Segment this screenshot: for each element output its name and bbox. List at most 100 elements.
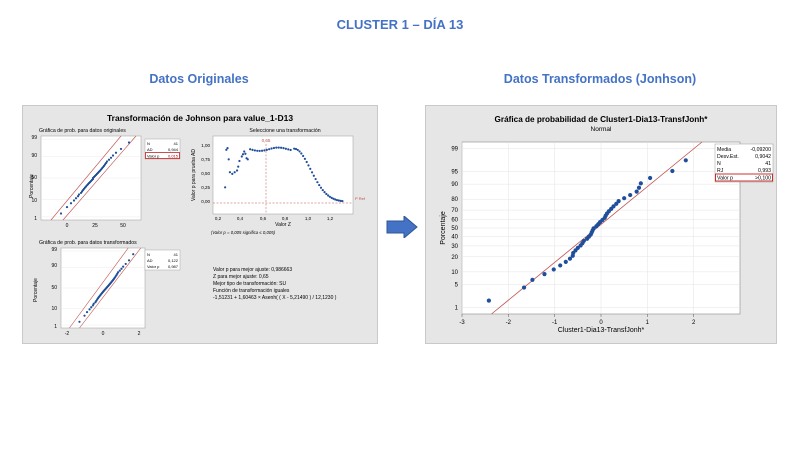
ad-ylabel: Valor p para prueba AD — [191, 149, 197, 201]
ad-point — [330, 196, 333, 199]
ad-point — [294, 147, 298, 151]
ci-line — [69, 247, 129, 329]
ad-point — [270, 147, 273, 150]
probability-plot-svg: Gráfica de probabilidad de Cluster1-Dia1… — [440, 115, 774, 334]
data-point — [76, 195, 80, 198]
data-point — [124, 262, 127, 266]
probability-plot-panel: Gráfica de probabilidad de Cluster1-Dia1… — [425, 105, 777, 344]
ad-point — [302, 154, 305, 158]
data-point — [120, 267, 123, 270]
y-tick-label: 99 — [451, 146, 458, 152]
data-point — [127, 259, 131, 262]
right-section-heading: Datos Transformados (Jonhson) — [503, 72, 697, 86]
orig-plot-points — [59, 141, 131, 215]
data-point — [111, 154, 115, 157]
stats-value: 0,9042 — [755, 154, 771, 160]
x-tick-label: -2 — [506, 320, 512, 326]
ad-point — [243, 150, 246, 153]
stats-label: Valor p — [717, 176, 733, 182]
data-points — [486, 158, 688, 303]
orig-x-ticks: 0 25 50 — [66, 223, 126, 229]
ad-point — [263, 149, 266, 152]
y-tick-label: 10 — [451, 270, 458, 276]
data-point — [542, 272, 547, 277]
data-point — [575, 245, 580, 250]
data-point — [74, 197, 78, 200]
x-tick-label: 0 — [599, 320, 603, 326]
trans-xtick: 2 — [138, 331, 141, 337]
stats-label: RJ — [717, 168, 724, 174]
chart-title: Gráfica de probabilidad de Cluster1-Dia1… — [495, 115, 709, 124]
orig-ytick: 1 — [34, 216, 37, 222]
ad-point — [228, 171, 232, 174]
ad-point — [251, 148, 254, 151]
plot-grid — [461, 142, 740, 317]
ad-xtick: 0,4 — [237, 216, 244, 221]
orig-xtick: 25 — [92, 223, 98, 229]
ad-point — [231, 172, 234, 175]
ad-xtick: 0,2 — [215, 216, 222, 221]
ad-note: (Valor p = 0,005 significa ≤ 0,005) — [211, 230, 276, 235]
data-point — [636, 185, 642, 190]
trans-fit-lines — [69, 247, 142, 329]
chart-subtitle: Normal — [591, 126, 613, 133]
orig-ytick: 99 — [31, 135, 37, 141]
x-tick-label: 1 — [646, 320, 650, 326]
y-tick-label: 20 — [451, 255, 458, 261]
data-point — [72, 199, 76, 202]
ad-xtick: 1,0 — [305, 216, 312, 221]
y-tick-label: 95 — [451, 170, 458, 176]
orig-plot-title: Gráfica de prob. para datos originales — [39, 128, 126, 134]
x-axis-label: Cluster1-Dia13-TransfJonh* — [558, 327, 645, 334]
orig-n-label: N — [147, 141, 150, 146]
x-tick-labels: -3 -2 -1 0 1 2 — [459, 320, 696, 326]
ad-ytick: 0,25 — [201, 185, 210, 190]
y-tick-label: 60 — [451, 217, 458, 223]
data-point — [65, 205, 69, 209]
ad-point — [305, 160, 308, 164]
data-point — [558, 263, 563, 268]
ad-point — [310, 171, 314, 174]
orig-ytick: 90 — [31, 153, 37, 159]
ad-ytick: 0,00 — [201, 199, 210, 204]
ad-point — [265, 148, 268, 151]
ad-point — [339, 199, 342, 202]
ad-point — [244, 152, 247, 155]
ad-point — [277, 146, 280, 149]
ad-point — [303, 157, 307, 160]
stats-label: N — [717, 161, 721, 167]
p-value-highlight — [715, 173, 773, 182]
ad-point — [337, 199, 340, 202]
ad-point — [334, 198, 337, 201]
stats-value: -0,09200 — [751, 147, 772, 153]
ad-curve-points — [224, 146, 344, 203]
data-point — [92, 302, 95, 305]
ad-point — [289, 148, 292, 152]
stats-value: >0,100 — [755, 176, 771, 182]
stats-value: 41 — [765, 161, 771, 167]
ad-point — [332, 197, 335, 200]
data-point — [611, 204, 616, 209]
select-title: Seleccione una transformación — [249, 128, 320, 134]
orig-ad-value: 0,944 — [168, 147, 179, 152]
ad-point — [227, 158, 230, 161]
trans-n-label: N — [147, 252, 150, 257]
trans-plot-grid — [61, 250, 145, 326]
data-point — [683, 158, 688, 163]
ad-point — [296, 148, 299, 152]
ad-point — [312, 174, 315, 177]
data-point — [59, 212, 63, 215]
data-point — [85, 310, 89, 314]
ad-point — [237, 165, 240, 168]
y-tick-label: 70 — [451, 208, 458, 214]
y-tick-label: 80 — [451, 197, 458, 203]
trans-y-ticks: 99 90 50 10 1 — [51, 247, 57, 330]
ad-point — [233, 171, 236, 174]
data-point — [132, 253, 135, 256]
trans-ad-value: 0,122 — [168, 258, 179, 263]
ad-point — [284, 147, 287, 150]
ad-point — [325, 192, 328, 196]
slide-title: CLUSTER 1 – DÍA 13 — [336, 17, 464, 32]
orig-fit-lines — [50, 135, 137, 221]
ad-point — [225, 148, 228, 151]
